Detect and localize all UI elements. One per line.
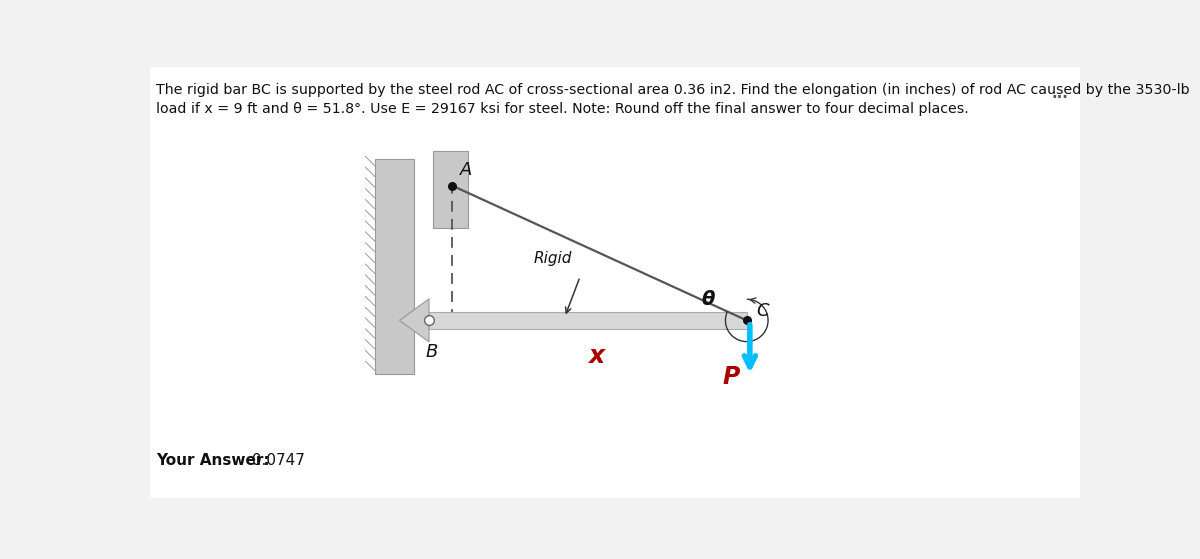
Text: load if x = 9 ft and θ = 51.8°. Use E = 29167 ksi for steel. Note: Round off the: load if x = 9 ft and θ = 51.8°. Use E = … (156, 102, 968, 116)
Text: A: A (460, 161, 473, 179)
Text: ...: ... (1051, 86, 1068, 101)
Text: P: P (722, 364, 740, 389)
Bar (433, 151, 468, 228)
Bar (374, 159, 414, 375)
Text: θ: θ (702, 290, 715, 309)
Polygon shape (400, 299, 430, 342)
Text: C: C (756, 302, 769, 320)
Text: 0.0747: 0.0747 (247, 453, 305, 468)
Text: Rigid: Rigid (534, 250, 572, 266)
Bar (430, 312, 746, 329)
Text: x: x (588, 344, 604, 368)
Text: B: B (425, 343, 438, 361)
Text: Your Answer:: Your Answer: (156, 453, 270, 468)
Text: The rigid bar BC is supported by the steel rod AC of cross-sectional area 0.36 i: The rigid bar BC is supported by the ste… (156, 83, 1190, 97)
